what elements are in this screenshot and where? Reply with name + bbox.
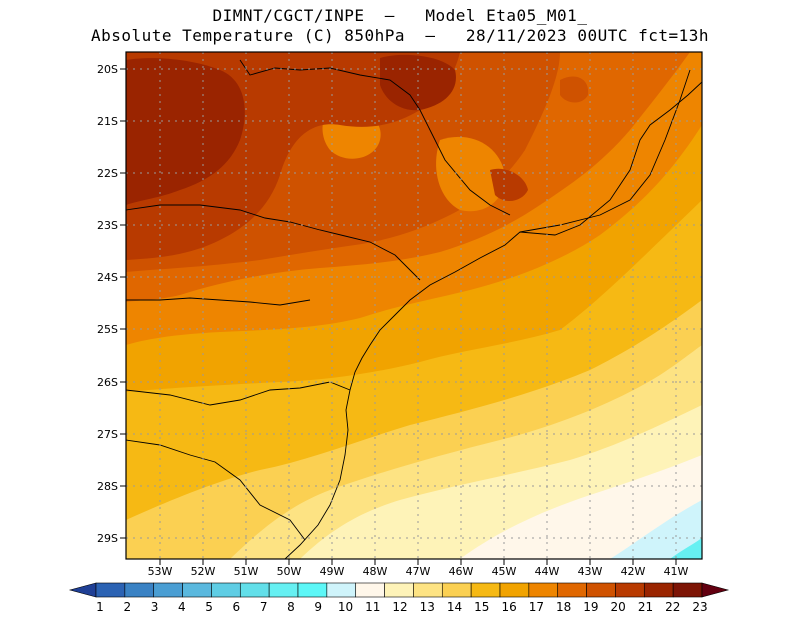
- colorbar-swatch: [441, 582, 472, 598]
- map-title-line-1: DIMNT/CGCT/INPE — Model Eta05_M01_: [212, 6, 588, 25]
- lon-label: 50W: [277, 565, 302, 578]
- lat-label: 27S: [97, 428, 118, 441]
- tick-marks: [120, 68, 677, 565]
- colorbar-label: 6: [233, 600, 241, 614]
- colorbar-label: 2: [123, 600, 131, 614]
- colorbar-swatch: [153, 582, 183, 598]
- lat-label: 28S: [97, 480, 118, 493]
- field-zone-22: [126, 58, 245, 205]
- field-pocket-18: [436, 136, 505, 212]
- colorbar-label: 8: [287, 600, 295, 614]
- field-zone-10: [610, 500, 702, 559]
- lon-label: 45W: [492, 565, 517, 578]
- lon-label: 46W: [449, 565, 474, 578]
- lon-label: 48W: [363, 565, 388, 578]
- lat-label: 23S: [97, 219, 118, 232]
- colorbar-swatch: [528, 582, 559, 598]
- field-zone-9: [670, 538, 702, 559]
- boundary-parana-river: [126, 297, 311, 306]
- colorbar-label: 10: [338, 600, 353, 614]
- coastline: [284, 81, 702, 559]
- field-zone-22b: [380, 54, 456, 111]
- lon-label: 52W: [191, 565, 216, 578]
- colorbar-swatch: [355, 582, 385, 598]
- colorbar: 1 2 3 4 5 6 7 8 9 10 11 12 13 14 15 16 17 18 19 20 21 22 23: [68, 582, 730, 614]
- colorbar-swatch: [297, 582, 328, 598]
- colorbar-swatch: [672, 582, 703, 598]
- colorbar-swatch: [499, 582, 530, 598]
- colorbar-label: 7: [260, 600, 268, 614]
- plot-frame: [125, 51, 703, 560]
- colorbar-swatch: [384, 582, 414, 598]
- boundary-sc-rs: [126, 439, 306, 541]
- colorbar-high-triangle: [701, 582, 730, 598]
- lon-label: 53W: [148, 565, 173, 578]
- colorbar-label: 1: [96, 600, 104, 614]
- colorbar-label: 19: [583, 600, 598, 614]
- lon-label: 41W: [664, 565, 689, 578]
- boundary-sp-pr: [126, 204, 421, 281]
- latitude-labels: 20S 21S 22S 23S 24S 25S 26S 27S 28S 29S: [97, 63, 118, 545]
- colorbar-swatch: [268, 582, 299, 598]
- colorbar-label: 16: [501, 600, 516, 614]
- colorbar-low-triangle: [68, 582, 97, 598]
- longitude-labels: 53W 52W 51W 50W 49W 48W 47W 46W 45W 44W …: [148, 565, 689, 578]
- colorbar-label: 11: [365, 600, 380, 614]
- colorbar-swatch: [470, 582, 501, 598]
- colorbar-label: 15: [474, 600, 489, 614]
- graticule: [126, 52, 702, 559]
- colorbar-swatch: [557, 582, 587, 598]
- lon-label: 47W: [406, 565, 431, 578]
- colorbar-swatch: [643, 582, 674, 598]
- lon-label: 49W: [320, 565, 345, 578]
- colorbar-label: 9: [314, 600, 322, 614]
- colorbar-label: 23: [692, 600, 707, 614]
- lon-label: 42W: [621, 565, 646, 578]
- colorbar-swatch: [124, 582, 155, 598]
- colorbar-label: 3: [151, 600, 159, 614]
- map-title-line-2: Absolute Temperature (C) 850hPa — 28/11/…: [90, 26, 710, 45]
- field-spot-21: [490, 168, 528, 202]
- colorbar-label: 21: [638, 600, 653, 614]
- colorbar-swatch: [615, 582, 645, 598]
- colorbar-swatch: [182, 582, 212, 598]
- colorbar-swatch: [326, 582, 357, 598]
- colorbar-swatch: [211, 582, 241, 598]
- colorbar-label: 5: [205, 600, 213, 614]
- colorbar-label: 20: [611, 600, 626, 614]
- lon-label: 43W: [578, 565, 603, 578]
- colorbar-swatch: [95, 582, 126, 598]
- boundary-mg-rj: [519, 69, 691, 233]
- colorbar-label: 17: [529, 600, 544, 614]
- lat-label: 25S: [97, 323, 118, 336]
- boundary-sp-mg: [239, 59, 511, 216]
- colorbar-label: 4: [178, 600, 186, 614]
- boundaries: [126, 59, 702, 559]
- colorbar-label: 22: [665, 600, 680, 614]
- lon-label: 51W: [234, 565, 259, 578]
- colorbar-label: 13: [420, 600, 435, 614]
- lon-label: 44W: [535, 565, 560, 578]
- colorbar-label: 14: [447, 600, 462, 614]
- colorbar-swatch: [413, 582, 443, 598]
- lat-label: 29S: [97, 532, 118, 545]
- lat-label: 21S: [97, 115, 118, 128]
- colorbar-label: 18: [556, 600, 571, 614]
- field-zone-12: [460, 455, 702, 559]
- lat-label: 26S: [97, 376, 118, 389]
- lat-label: 22S: [97, 167, 118, 180]
- lat-label: 20S: [97, 63, 118, 76]
- colorbar-swatch: [239, 582, 270, 598]
- field-spot-20: [560, 76, 589, 103]
- boundary-pr-sc: [126, 381, 351, 406]
- temperature-field: [126, 52, 702, 559]
- colorbar-swatch: [586, 582, 616, 598]
- lat-label: 24S: [97, 271, 118, 284]
- colorbar-label: 12: [392, 600, 407, 614]
